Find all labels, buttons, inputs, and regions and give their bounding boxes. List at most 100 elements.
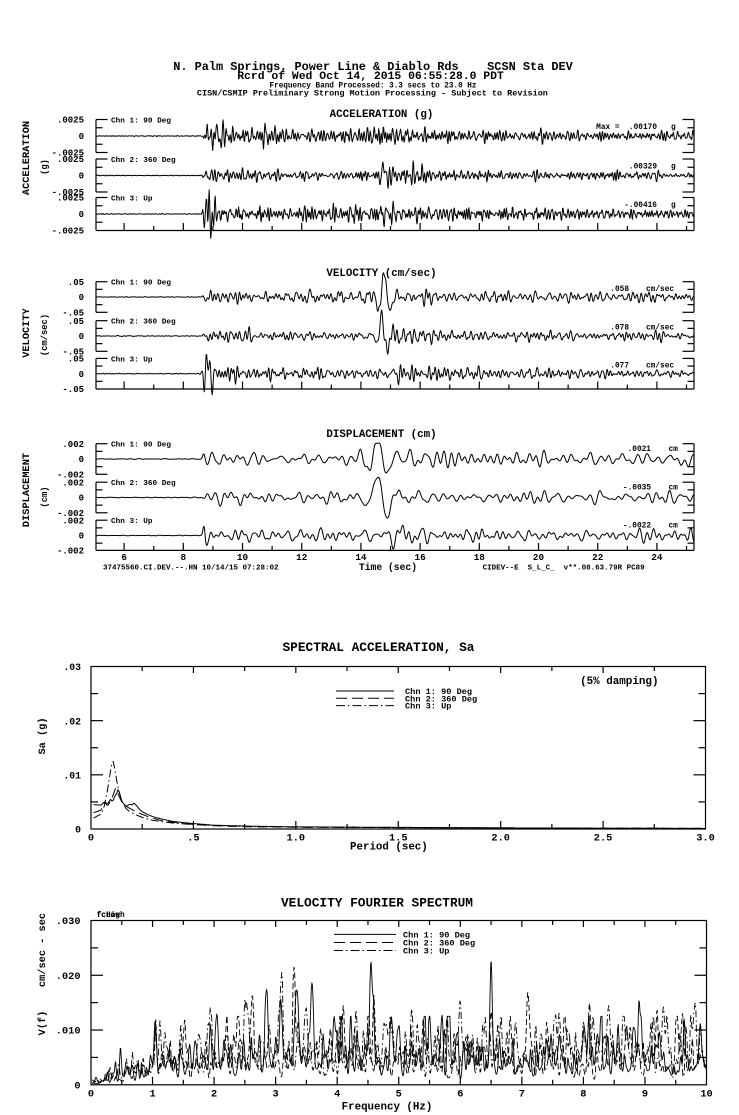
svg-text:Chn 3: Up: Chn 3: Up — [403, 947, 449, 957]
svg-text:cm/sec: cm/sec — [646, 286, 674, 294]
svg-text:5: 5 — [396, 1089, 402, 1101]
svg-text:0: 0 — [79, 532, 84, 542]
svg-text:.01: .01 — [63, 770, 81, 781]
svg-text:-.05: -.05 — [62, 348, 84, 358]
svg-text:.058: .058 — [610, 286, 629, 294]
svg-text:Chn 1: 90 Deg: Chn 1: 90 Deg — [403, 930, 470, 940]
svg-text:(cm): (cm) — [40, 486, 50, 507]
svg-text:.0021: .0021 — [628, 446, 652, 454]
svg-text:fcHigh: fcHigh — [97, 912, 125, 920]
svg-text:(g): (g) — [40, 159, 50, 175]
svg-text:1.0: 1.0 — [287, 833, 306, 845]
svg-text:Chn 2: 360 Deg: Chn 2: 360 Deg — [111, 480, 176, 488]
svg-text:.077: .077 — [610, 362, 629, 370]
svg-text:VELOCITY: VELOCITY — [21, 307, 33, 357]
svg-text:2.0: 2.0 — [491, 833, 510, 845]
svg-text:Chn 3: Up: Chn 3: Up — [405, 702, 451, 712]
svg-text:Chn 1: 90 Deg: Chn 1: 90 Deg — [111, 280, 171, 288]
svg-text:Rcrd of Wed Oct 14, 2015 06:55: Rcrd of Wed Oct 14, 2015 06:55:28.0 PDT — [237, 71, 504, 83]
svg-text:0: 0 — [79, 370, 84, 380]
svg-text:.010: .010 — [56, 1026, 81, 1038]
svg-text:.078: .078 — [610, 325, 629, 333]
svg-text:Chn 1: 90 Deg: Chn 1: 90 Deg — [405, 687, 472, 697]
svg-text:2: 2 — [211, 1089, 217, 1101]
svg-text:Frequency Band Processed: 3.3: Frequency Band Processed: 3.3 secs to 23… — [270, 81, 477, 91]
svg-text:.05: .05 — [68, 317, 84, 327]
svg-text:Chn 3: Up: Chn 3: Up — [111, 356, 153, 364]
svg-text:0: 0 — [79, 293, 84, 303]
svg-text:Chn 2: 360 Deg: Chn 2: 360 Deg — [111, 157, 176, 165]
svg-text:cm: cm — [669, 485, 679, 493]
svg-text:1: 1 — [149, 1089, 155, 1101]
svg-text:VELOCITY (cm/sec): VELOCITY (cm/sec) — [326, 268, 436, 280]
svg-text:0: 0 — [79, 132, 84, 142]
svg-text:-.05: -.05 — [62, 309, 84, 319]
svg-text:(cm/sec): (cm/sec) — [40, 314, 50, 356]
svg-text:-.0022: -.0022 — [623, 523, 651, 531]
svg-text:.02: .02 — [63, 716, 81, 727]
svg-text:4: 4 — [334, 1089, 340, 1101]
svg-text:.00329: .00329 — [629, 164, 657, 172]
svg-text:DISPLACEMENT (cm): DISPLACEMENT (cm) — [326, 429, 436, 441]
svg-text:-.002: -.002 — [57, 509, 84, 519]
svg-text:6: 6 — [121, 552, 127, 563]
svg-text:37475560.CI.DEV.--.HN 10/14/15: 37475560.CI.DEV.--.HN 10/14/15 07:28:02 — [103, 564, 279, 572]
svg-text:-.002: -.002 — [57, 547, 84, 557]
svg-text:0: 0 — [79, 172, 84, 182]
svg-text:Period (sec): Period (sec) — [350, 842, 428, 854]
svg-text:N. Palm Springs, Power Line &: N. Palm Springs, Power Line & Diablo Rds… — [173, 60, 573, 74]
svg-text:.0025: .0025 — [57, 116, 84, 126]
svg-text:Frequency (Hz): Frequency (Hz) — [342, 1102, 433, 1114]
svg-text:9: 9 — [642, 1089, 648, 1101]
svg-text:0: 0 — [88, 833, 94, 845]
svg-text:0: 0 — [79, 210, 84, 220]
svg-text:14: 14 — [355, 552, 367, 563]
svg-text:0: 0 — [74, 1080, 80, 1092]
svg-text:0: 0 — [79, 494, 84, 504]
svg-text:CISN/CSMIP Preliminary Strong: CISN/CSMIP Preliminary Strong Motion Pro… — [197, 88, 548, 98]
svg-text:-.0035: -.0035 — [623, 485, 651, 493]
svg-text:cm: cm — [669, 446, 679, 454]
svg-text:Max = .00170: Max = .00170 — [596, 124, 657, 132]
svg-text:7: 7 — [519, 1089, 525, 1101]
svg-text:(5% damping): (5% damping) — [580, 676, 658, 688]
svg-text:20: 20 — [533, 552, 545, 563]
svg-text:3.0: 3.0 — [696, 833, 715, 845]
svg-text:.0025: .0025 — [57, 155, 84, 165]
svg-text:10: 10 — [700, 1089, 712, 1101]
svg-text:-.0025: -.0025 — [52, 188, 84, 198]
svg-text:.002: .002 — [62, 440, 84, 450]
svg-text:Sa (g): Sa (g) — [37, 717, 49, 754]
svg-text:0: 0 — [75, 825, 81, 836]
svg-text:.002: .002 — [62, 478, 84, 488]
svg-text:-.002: -.002 — [57, 471, 84, 481]
svg-text:Chn 2: 360 Deg: Chn 2: 360 Deg — [405, 694, 477, 704]
svg-text:24: 24 — [651, 552, 663, 563]
svg-text:cm/sec: cm/sec — [646, 362, 674, 370]
svg-text:0: 0 — [79, 455, 84, 465]
svg-text:CIDEV--E S_L_C_ v**.08.63.79: CIDEV--E S_L_C_ v**.08.63.79R PC89 — [483, 564, 646, 572]
svg-text:8: 8 — [181, 552, 187, 563]
svg-text:Chn 1: 90 Deg: Chn 1: 90 Deg — [111, 118, 171, 126]
svg-text:.002: .002 — [62, 516, 84, 526]
svg-text:V(f): V(f) — [37, 1011, 49, 1036]
svg-text:Chn 2: 360 Deg: Chn 2: 360 Deg — [111, 319, 176, 327]
svg-text:-.05: -.05 — [62, 385, 84, 395]
svg-text:.020: .020 — [56, 971, 81, 983]
svg-text:cm: cm — [669, 523, 679, 531]
svg-text:1.5: 1.5 — [389, 833, 408, 845]
svg-text:10: 10 — [237, 552, 249, 563]
svg-text:16: 16 — [415, 552, 427, 563]
svg-text:-.0025: -.0025 — [52, 227, 84, 237]
svg-text:Chn 3: Up: Chn 3: Up — [111, 518, 153, 526]
svg-text:.0025: .0025 — [57, 194, 84, 204]
svg-text:Chn 3: Up: Chn 3: Up — [111, 196, 153, 204]
svg-text:ACCELERATION: ACCELERATION — [21, 121, 33, 195]
svg-text:VELOCITY FOURIER SPECTRUM: VELOCITY FOURIER SPECTRUM — [281, 895, 473, 910]
svg-text:.5: .5 — [187, 833, 199, 845]
svg-text:cm/sec: cm/sec — [646, 325, 674, 333]
svg-text:DISPLACEMENT: DISPLACEMENT — [21, 453, 33, 527]
svg-text:g: g — [671, 164, 676, 172]
svg-text:-.00416: -.00416 — [624, 202, 657, 210]
svg-text:cm/sec - sec: cm/sec - sec — [37, 913, 49, 987]
